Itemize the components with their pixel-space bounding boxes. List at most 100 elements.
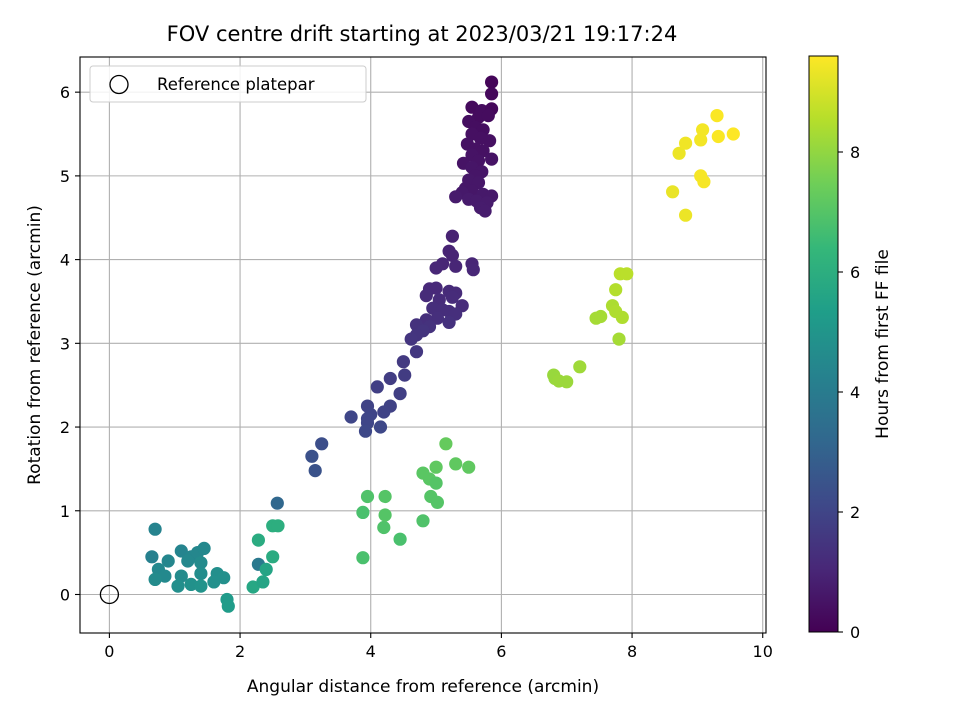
data-point (171, 579, 185, 593)
data-point (573, 360, 587, 374)
data-point (315, 437, 329, 451)
data-point (612, 332, 626, 346)
data-point (378, 489, 392, 504)
data-point (174, 544, 188, 558)
data-point (679, 208, 693, 222)
data-point (449, 190, 463, 204)
grid (80, 57, 766, 633)
data-point (429, 281, 443, 295)
colorbar (808, 55, 839, 633)
y-tick-label: 1 (60, 502, 70, 521)
chart-title: FOV centre drift starting at 2023/03/21 … (167, 22, 678, 46)
x-axis-ticks: 0 2 4 6 8 10 (104, 633, 773, 661)
data-point (449, 457, 463, 471)
data-point (466, 263, 480, 277)
y-axis-label: Rotation from reference (arcmin) (25, 205, 45, 485)
data-point (726, 127, 740, 141)
y-tick-label: 4 (60, 251, 70, 270)
data-point (679, 136, 693, 150)
data-point (442, 315, 456, 329)
x-tick-label: 10 (753, 642, 773, 661)
legend-label-reference: Reference platepar (157, 75, 315, 94)
data-point (481, 109, 495, 123)
data-point (393, 532, 407, 546)
data-point (344, 410, 358, 424)
data-point (396, 355, 410, 369)
data-point (560, 375, 574, 389)
data-point (194, 567, 208, 581)
data-point (145, 550, 159, 564)
data-point (194, 556, 208, 570)
data-point (416, 514, 430, 528)
data-point (373, 420, 388, 434)
data-point (184, 577, 198, 592)
data-point (620, 267, 634, 281)
data-point (148, 572, 162, 587)
data-point (449, 259, 463, 273)
data-point (429, 261, 443, 275)
data-point (426, 301, 440, 315)
legend-marker-reference (109, 74, 129, 95)
data-point (419, 289, 433, 303)
colorbar-label: Hours from first FF file (873, 249, 893, 439)
data-point (485, 75, 499, 89)
data-point (358, 424, 373, 438)
data-point (445, 290, 459, 304)
data-point (305, 449, 319, 463)
data-point (409, 345, 424, 359)
data-point (194, 579, 208, 593)
reference-platepar-marker (99, 584, 120, 605)
y-axis-ticks: 0 1 2 3 4 5 6 (60, 83, 80, 604)
data-point (360, 489, 375, 504)
data-point (259, 562, 273, 577)
data-point (271, 519, 285, 533)
x-tick-label: 4 (366, 642, 376, 661)
data-point (609, 283, 623, 297)
data-points (145, 75, 740, 613)
data-point (710, 109, 724, 123)
colorbar-tick-label: 2 (850, 503, 860, 522)
y-tick-label: 5 (60, 167, 70, 186)
legend-box (89, 65, 367, 103)
data-point (485, 87, 499, 101)
data-point (478, 204, 492, 218)
data-point (439, 437, 453, 451)
plot-frame (79, 56, 767, 634)
data-point (356, 551, 370, 565)
data-point (462, 460, 476, 474)
data-point (221, 599, 235, 613)
x-tick-label: 2 (235, 642, 245, 661)
data-point (398, 368, 412, 382)
data-point (377, 405, 391, 419)
data-point (404, 332, 418, 346)
data-point (161, 554, 175, 568)
data-point (429, 476, 443, 490)
data-point (666, 185, 680, 199)
data-point (615, 310, 629, 324)
data-point (694, 133, 708, 147)
data-point (476, 144, 490, 158)
data-point (246, 580, 260, 594)
colorbar-tick-label: 6 (850, 263, 860, 282)
x-axis-label: Angular distance from reference (arcmin) (247, 677, 599, 697)
data-point (207, 575, 221, 589)
y-tick-label: 0 (60, 585, 70, 604)
data-point (697, 175, 711, 189)
data-point (148, 522, 162, 536)
data-point (251, 533, 265, 547)
data-point (672, 146, 686, 160)
x-tick-label: 0 (104, 642, 114, 661)
data-point (445, 229, 459, 243)
y-tick-label: 2 (60, 418, 70, 437)
data-point (430, 311, 444, 325)
colorbar-ticks: 0 2 4 6 8 (838, 143, 860, 642)
legend: Reference platepar (89, 65, 367, 103)
data-point (181, 554, 195, 568)
data-point (485, 152, 499, 166)
data-point (266, 550, 280, 564)
y-tick-label: 6 (60, 83, 70, 102)
data-point (383, 371, 397, 386)
data-point (429, 460, 443, 474)
colorbar-tick-label: 4 (850, 383, 860, 402)
